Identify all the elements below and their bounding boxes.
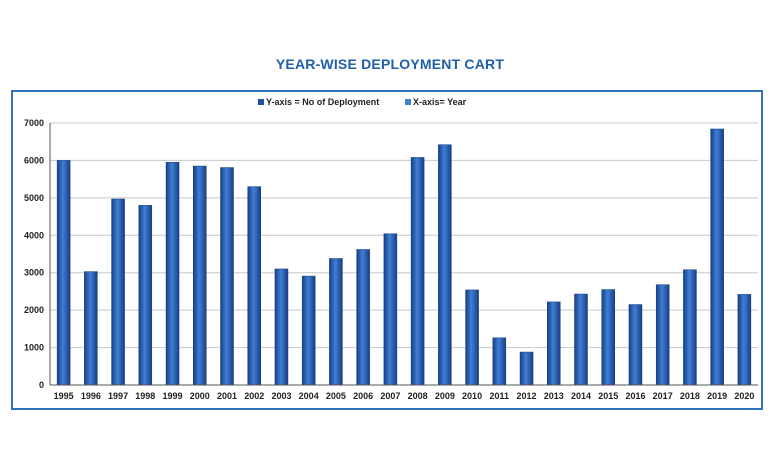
legend: Y-axis = No of Deployment X-axis= Year <box>258 97 467 107</box>
bar <box>165 162 180 386</box>
bar <box>601 289 615 386</box>
bar <box>683 269 697 386</box>
x-tick-label: 2000 <box>190 391 210 401</box>
y-tick-label: 0 <box>39 380 44 390</box>
x-tick-label: 2010 <box>462 391 482 401</box>
bar <box>383 233 398 386</box>
bar <box>220 167 234 386</box>
x-tick-label: 1999 <box>163 391 183 401</box>
x-tick-label: 1996 <box>81 391 101 401</box>
y-tick-label: 4000 <box>24 230 44 240</box>
x-tick-label: 2017 <box>653 391 673 401</box>
x-axis-ticks: 1995 1996 1997 1998 1999 2000 2001 2002 2003 2004… <box>54 391 755 401</box>
x-tick-label: 2002 <box>244 391 264 401</box>
x-tick-label: 2018 <box>680 391 700 401</box>
bar <box>356 249 370 386</box>
gridlines <box>50 122 758 349</box>
bar <box>111 198 125 386</box>
bar <box>410 157 425 386</box>
chart-title: YEAR-WISE DEPLOYMENT CART <box>275 56 505 72</box>
bar <box>655 284 670 386</box>
bar <box>329 258 343 386</box>
bar <box>492 337 507 386</box>
y-axis-ticks: 0 1000 2000 3000 4000 5000 6000 7000 <box>24 118 44 390</box>
x-tick-label: 2004 <box>299 391 319 401</box>
bar <box>301 275 316 386</box>
x-tick-label: 2005 <box>326 391 346 401</box>
bars <box>56 128 752 386</box>
y-tick-label: 5000 <box>24 193 44 203</box>
bar <box>710 128 724 386</box>
y-tick-label: 6000 <box>24 155 44 165</box>
bar <box>574 293 588 386</box>
x-tick-label: 2014 <box>571 391 591 401</box>
x-tick-label: 2016 <box>625 391 645 401</box>
x-tick-label: 1995 <box>54 391 74 401</box>
x-tick-label: 2012 <box>517 391 537 401</box>
legend-entry: X-axis= Year <box>413 97 467 107</box>
x-tick-label: 1997 <box>108 391 128 401</box>
x-tick-label: 2011 <box>490 391 510 401</box>
x-tick-label: 2003 <box>271 391 291 401</box>
axes <box>49 123 758 386</box>
bar <box>84 271 98 386</box>
bar <box>438 144 452 386</box>
x-tick-label: 2006 <box>353 391 373 401</box>
x-tick-label: 2007 <box>380 391 400 401</box>
bar <box>56 160 71 386</box>
legend-swatch <box>405 99 411 105</box>
bar <box>628 304 643 386</box>
y-tick-label: 1000 <box>24 343 44 353</box>
bar <box>547 301 561 386</box>
x-tick-label: 2008 <box>408 391 428 401</box>
bar <box>247 186 261 386</box>
x-tick-label: 2019 <box>707 391 727 401</box>
bar <box>193 165 207 386</box>
bar <box>138 205 153 386</box>
legend-swatch <box>258 99 264 105</box>
y-tick-label: 3000 <box>24 268 44 278</box>
x-tick-label: 1998 <box>135 391 155 401</box>
x-tick-label: 2001 <box>217 391 237 401</box>
y-tick-label: 7000 <box>24 118 44 128</box>
bar <box>737 294 752 386</box>
bar <box>519 351 534 386</box>
y-tick-label: 2000 <box>24 305 44 315</box>
x-tick-label: 2020 <box>734 391 754 401</box>
bar <box>274 268 289 386</box>
x-tick-label: 2009 <box>435 391 455 401</box>
x-tick-label: 2015 <box>598 391 618 401</box>
x-tick-label: 2013 <box>544 391 564 401</box>
legend-entry: Y-axis = No of Deployment <box>266 97 379 107</box>
bar <box>465 289 479 386</box>
